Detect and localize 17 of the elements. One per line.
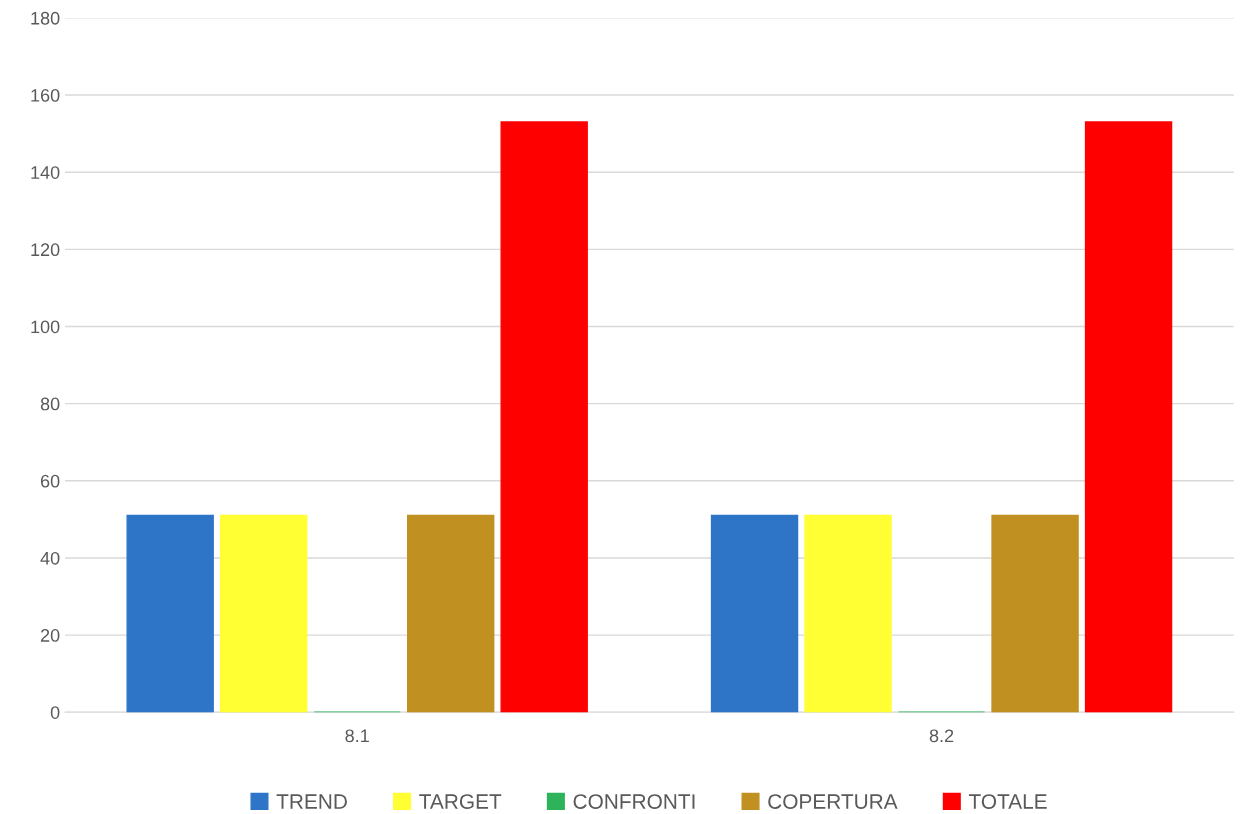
legend-label: TREND	[276, 794, 347, 809]
y-tick-label: 180	[31, 11, 60, 25]
y-tick-label: 120	[31, 243, 60, 257]
y-tick-label: 100	[31, 320, 60, 334]
y-tick-label: 140	[31, 166, 60, 179]
y-tick-label: 160	[31, 88, 60, 102]
legend-label: TARGET	[419, 794, 502, 809]
legend-label: TOTALE	[968, 794, 1047, 809]
legend-label: COPERTURA	[768, 794, 898, 809]
y-tick-label: 40	[40, 551, 60, 565]
y-tick-label: 60	[40, 474, 60, 488]
legend-label: CONFRONTI	[573, 794, 695, 809]
y-tick-label: 0	[50, 706, 60, 719]
x-tick-label: 8.2	[929, 729, 954, 743]
y-tick-label: 80	[40, 397, 60, 411]
y-tick-label: 20	[40, 629, 60, 642]
x-tick-label: 8.1	[345, 729, 369, 743]
